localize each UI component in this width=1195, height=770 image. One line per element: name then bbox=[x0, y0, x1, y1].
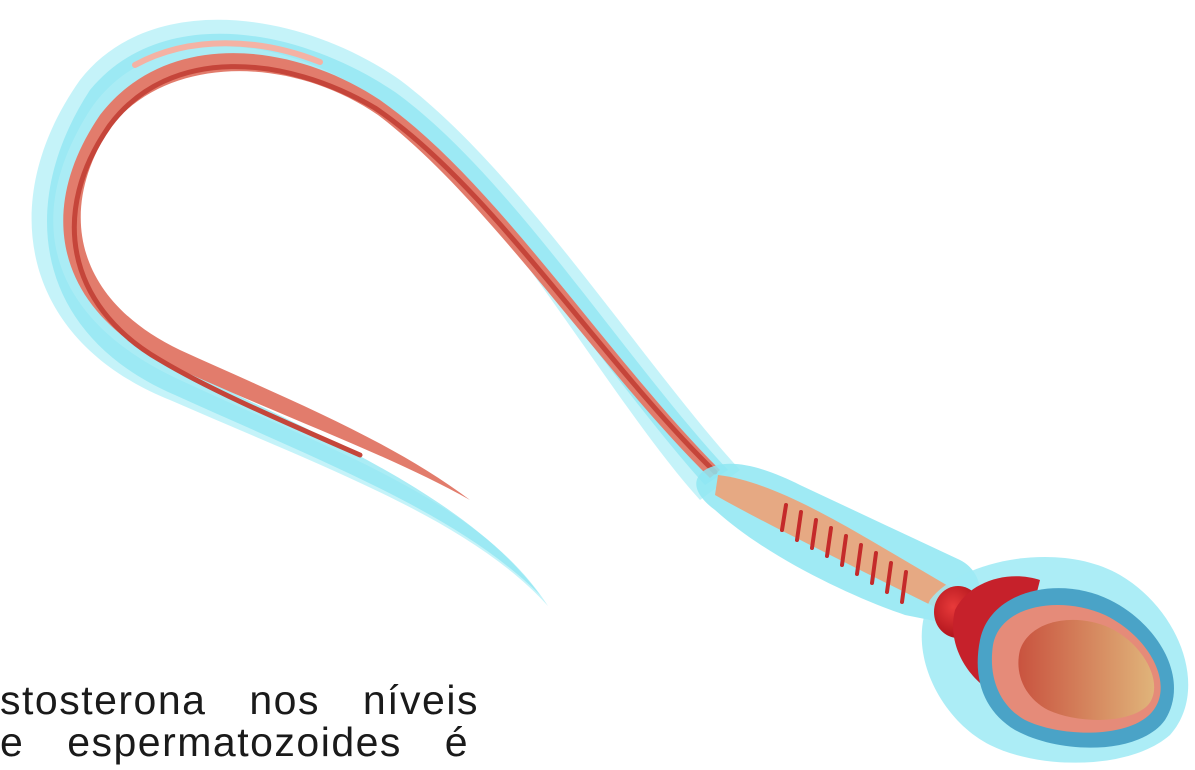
flagellum bbox=[63, 53, 720, 501]
caption-line-1: stosterona nos níveis bbox=[0, 677, 479, 723]
tail-membrane bbox=[47, 33, 728, 596]
midpiece-bands bbox=[780, 503, 908, 604]
caption-line-2: e espermatozoides é bbox=[0, 719, 470, 765]
flagellum-core-line bbox=[71, 64, 718, 475]
neck bbox=[715, 475, 955, 612]
flagellum-highlight bbox=[132, 40, 323, 68]
head-core bbox=[1018, 619, 1155, 720]
